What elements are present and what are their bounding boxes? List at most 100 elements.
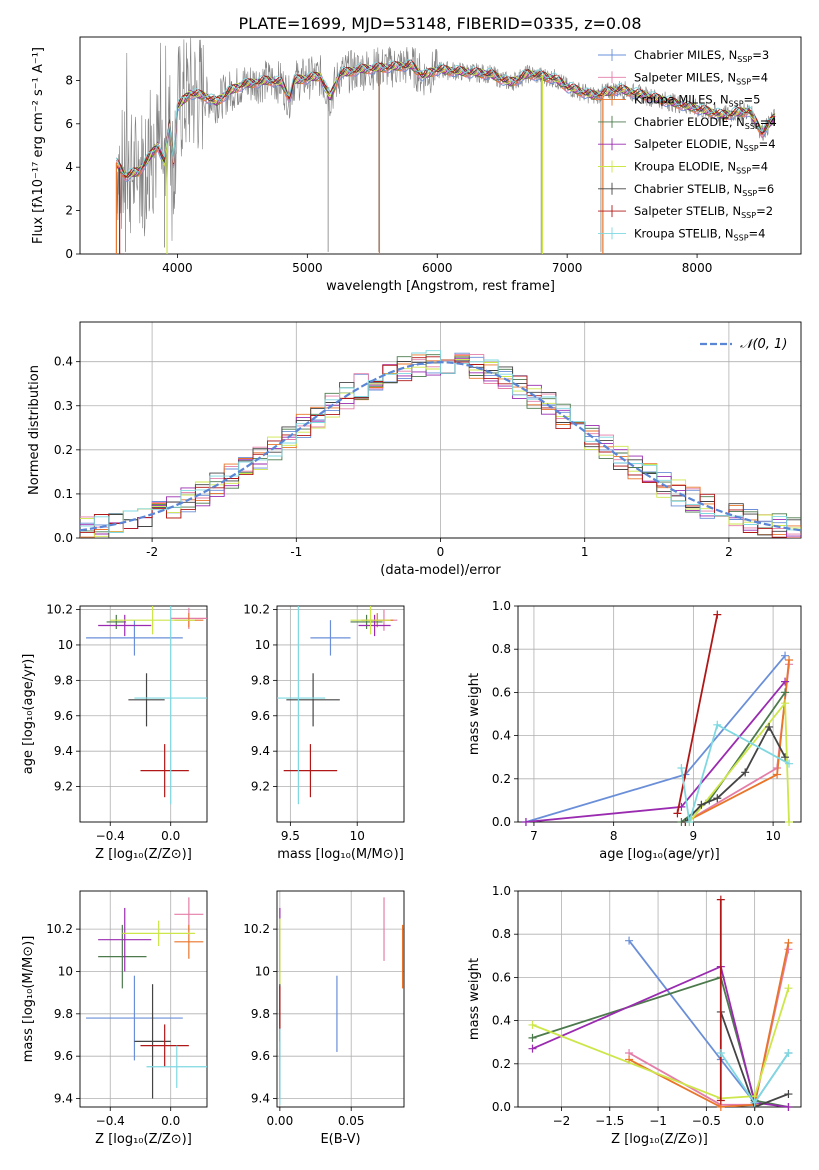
x-axis-label: Z [log₁₀(Z/Z⊙)] bbox=[95, 847, 192, 862]
y-tick-label: 10.2 bbox=[46, 603, 73, 617]
x-tick-label: 9.5 bbox=[281, 829, 300, 843]
x-tick-label: −1 bbox=[649, 1114, 667, 1128]
model-line-salpeter-miles bbox=[116, 63, 775, 182]
data-spectrum-line bbox=[116, 37, 776, 241]
weight-marker bbox=[697, 800, 706, 809]
axes-mass-vs-Z bbox=[76, 890, 208, 1111]
axes-frame bbox=[517, 605, 802, 823]
y-tick-label: 9.6 bbox=[251, 709, 270, 723]
legend-entry: Kroupa ELODIE, NSSP=4 bbox=[634, 160, 768, 176]
weight-marker bbox=[673, 809, 682, 818]
figure-title: PLATE=1699, MJD=53148, FIBERID=0335, z=0… bbox=[238, 14, 641, 33]
y-axis-label: age [log₁₀(age/yr)] bbox=[21, 654, 36, 775]
weight-line-chabrier-stelib bbox=[684, 725, 786, 822]
weight-marker bbox=[784, 984, 793, 993]
y-tick-label: 10 bbox=[255, 638, 270, 652]
axes-frame bbox=[79, 36, 802, 255]
errorbar-chabrier-elodie bbox=[106, 614, 126, 630]
y-tick-label: 9.2 bbox=[251, 780, 270, 794]
weight-line-chabrier-miles bbox=[525, 655, 786, 822]
y-tick-label: 9.4 bbox=[251, 1092, 270, 1106]
x-tick-label: 10 bbox=[765, 829, 780, 843]
x-tick-label: 0.0 bbox=[161, 1114, 180, 1128]
x-tick-label: 2 bbox=[725, 545, 733, 559]
weight-line-chabrier-miles bbox=[628, 940, 790, 1105]
errorbar-chabrier-miles bbox=[86, 975, 183, 1061]
weight-marker bbox=[784, 1103, 793, 1111]
weight-marker bbox=[713, 720, 722, 729]
y-tick-label: 4 bbox=[65, 160, 73, 174]
x-axis-label: age [log₁₀(age/yr)] bbox=[599, 847, 720, 862]
weight-marker bbox=[781, 688, 790, 697]
y-tick-label: 0.8 bbox=[492, 642, 511, 656]
x-tick-label: 0.0 bbox=[161, 829, 180, 843]
y-tick-label: 0.4 bbox=[492, 1014, 511, 1028]
axes-frame bbox=[276, 890, 405, 1108]
x-axis-label: wavelength [Angstrom, rest frame] bbox=[326, 279, 555, 294]
y-tick-label: 0.6 bbox=[492, 685, 511, 699]
y-tick-label: 0.1 bbox=[54, 487, 73, 501]
axes-frame bbox=[276, 605, 405, 823]
y-tick-label: 9.8 bbox=[251, 1007, 270, 1021]
histogram-salpeter-elodie bbox=[80, 357, 801, 537]
axes-weight-vs-Z bbox=[514, 890, 802, 1111]
x-tick-label: −2 bbox=[553, 1114, 571, 1128]
weight-marker bbox=[785, 818, 794, 826]
legend-entry: Chabrier MILES, NSSP=3 bbox=[634, 48, 769, 64]
legend-entry: Chabrier STELIB, NSSP=6 bbox=[634, 182, 774, 198]
y-tick-label: 0.4 bbox=[54, 355, 73, 369]
errorbar-kroupa-elodie bbox=[122, 920, 195, 947]
y-tick-label: 10.2 bbox=[46, 922, 73, 936]
x-tick-label: 5000 bbox=[292, 261, 323, 275]
x-tick-label: 8000 bbox=[682, 261, 713, 275]
errorbar-salpeter-elodie bbox=[98, 614, 152, 637]
y-tick-label: 1.0 bbox=[492, 599, 511, 613]
y-axis-label: mass weight bbox=[467, 958, 482, 1040]
weight-marker bbox=[716, 895, 725, 904]
y-tick-label: 0.6 bbox=[492, 970, 511, 984]
x-tick-label: 1 bbox=[581, 545, 589, 559]
x-tick-label: 0.00 bbox=[266, 1114, 293, 1128]
x-axis-label: mass [log₁₀(M/M⊙)] bbox=[277, 847, 404, 862]
x-tick-label: 4000 bbox=[162, 261, 193, 275]
gaussian-curve bbox=[80, 360, 801, 532]
errorbar-kroupa-stelib bbox=[277, 606, 326, 805]
legend-entry: Salpeter STELIB, NSSP=2 bbox=[634, 204, 773, 220]
x-tick-label: 0.05 bbox=[338, 1114, 365, 1128]
weight-marker bbox=[713, 794, 722, 803]
y-tick-label: 9.4 bbox=[54, 1092, 73, 1106]
x-tick-label: -2 bbox=[146, 545, 158, 559]
y-tick-label: 0.0 bbox=[492, 1100, 511, 1114]
errorbar-salpeter-elodie bbox=[98, 907, 152, 972]
x-axis-label: Z [log₁₀(Z/Z⊙)] bbox=[95, 1132, 192, 1147]
legend-entry: Kroupa MILES, NSSP=5 bbox=[634, 93, 760, 109]
y-tick-label: 9.8 bbox=[54, 673, 73, 687]
y-tick-label: 0.2 bbox=[492, 1057, 511, 1071]
y-tick-label: 9.4 bbox=[54, 744, 73, 758]
legend-entry: Chabrier ELODIE, NSSP=4 bbox=[634, 115, 777, 131]
x-axis-label: (data-model)/error bbox=[380, 563, 501, 578]
weight-marker bbox=[741, 768, 750, 777]
legend-entry: Salpeter MILES, NSSP=4 bbox=[634, 70, 768, 86]
weight-line-kroupa-stelib bbox=[680, 723, 790, 822]
y-tick-label: 9.8 bbox=[251, 673, 270, 687]
x-tick-label: 0.0 bbox=[745, 1114, 764, 1128]
weight-marker bbox=[784, 1090, 793, 1099]
y-tick-label: 10 bbox=[58, 964, 73, 978]
y-axis-label: Normed distribution bbox=[27, 365, 42, 495]
y-tick-label: 10 bbox=[58, 638, 73, 652]
legend-entry: Kroupa STELIB, NSSP=4 bbox=[634, 226, 765, 242]
x-tick-label: 9 bbox=[690, 829, 698, 843]
x-axis-label: Z [log₁₀(Z/Z⊙)] bbox=[611, 1132, 708, 1147]
y-tick-label: 9.4 bbox=[251, 744, 270, 758]
model-line-chabrier-miles bbox=[116, 64, 776, 182]
x-tick-label: −0.5 bbox=[692, 1114, 721, 1128]
weight-marker bbox=[785, 759, 794, 768]
axes-frame bbox=[79, 890, 208, 1108]
weight-marker bbox=[765, 722, 774, 731]
histogram-kroupa-stelib bbox=[80, 350, 801, 533]
y-tick-label: 10 bbox=[255, 964, 270, 978]
weight-line-chabrier-stelib bbox=[719, 1011, 789, 1107]
y-axis-label: Flux [fλ10⁻¹⁷ erg cm⁻² s⁻¹ A⁻¹] bbox=[31, 47, 46, 244]
errorbar-kroupa-stelib bbox=[146, 1045, 207, 1088]
